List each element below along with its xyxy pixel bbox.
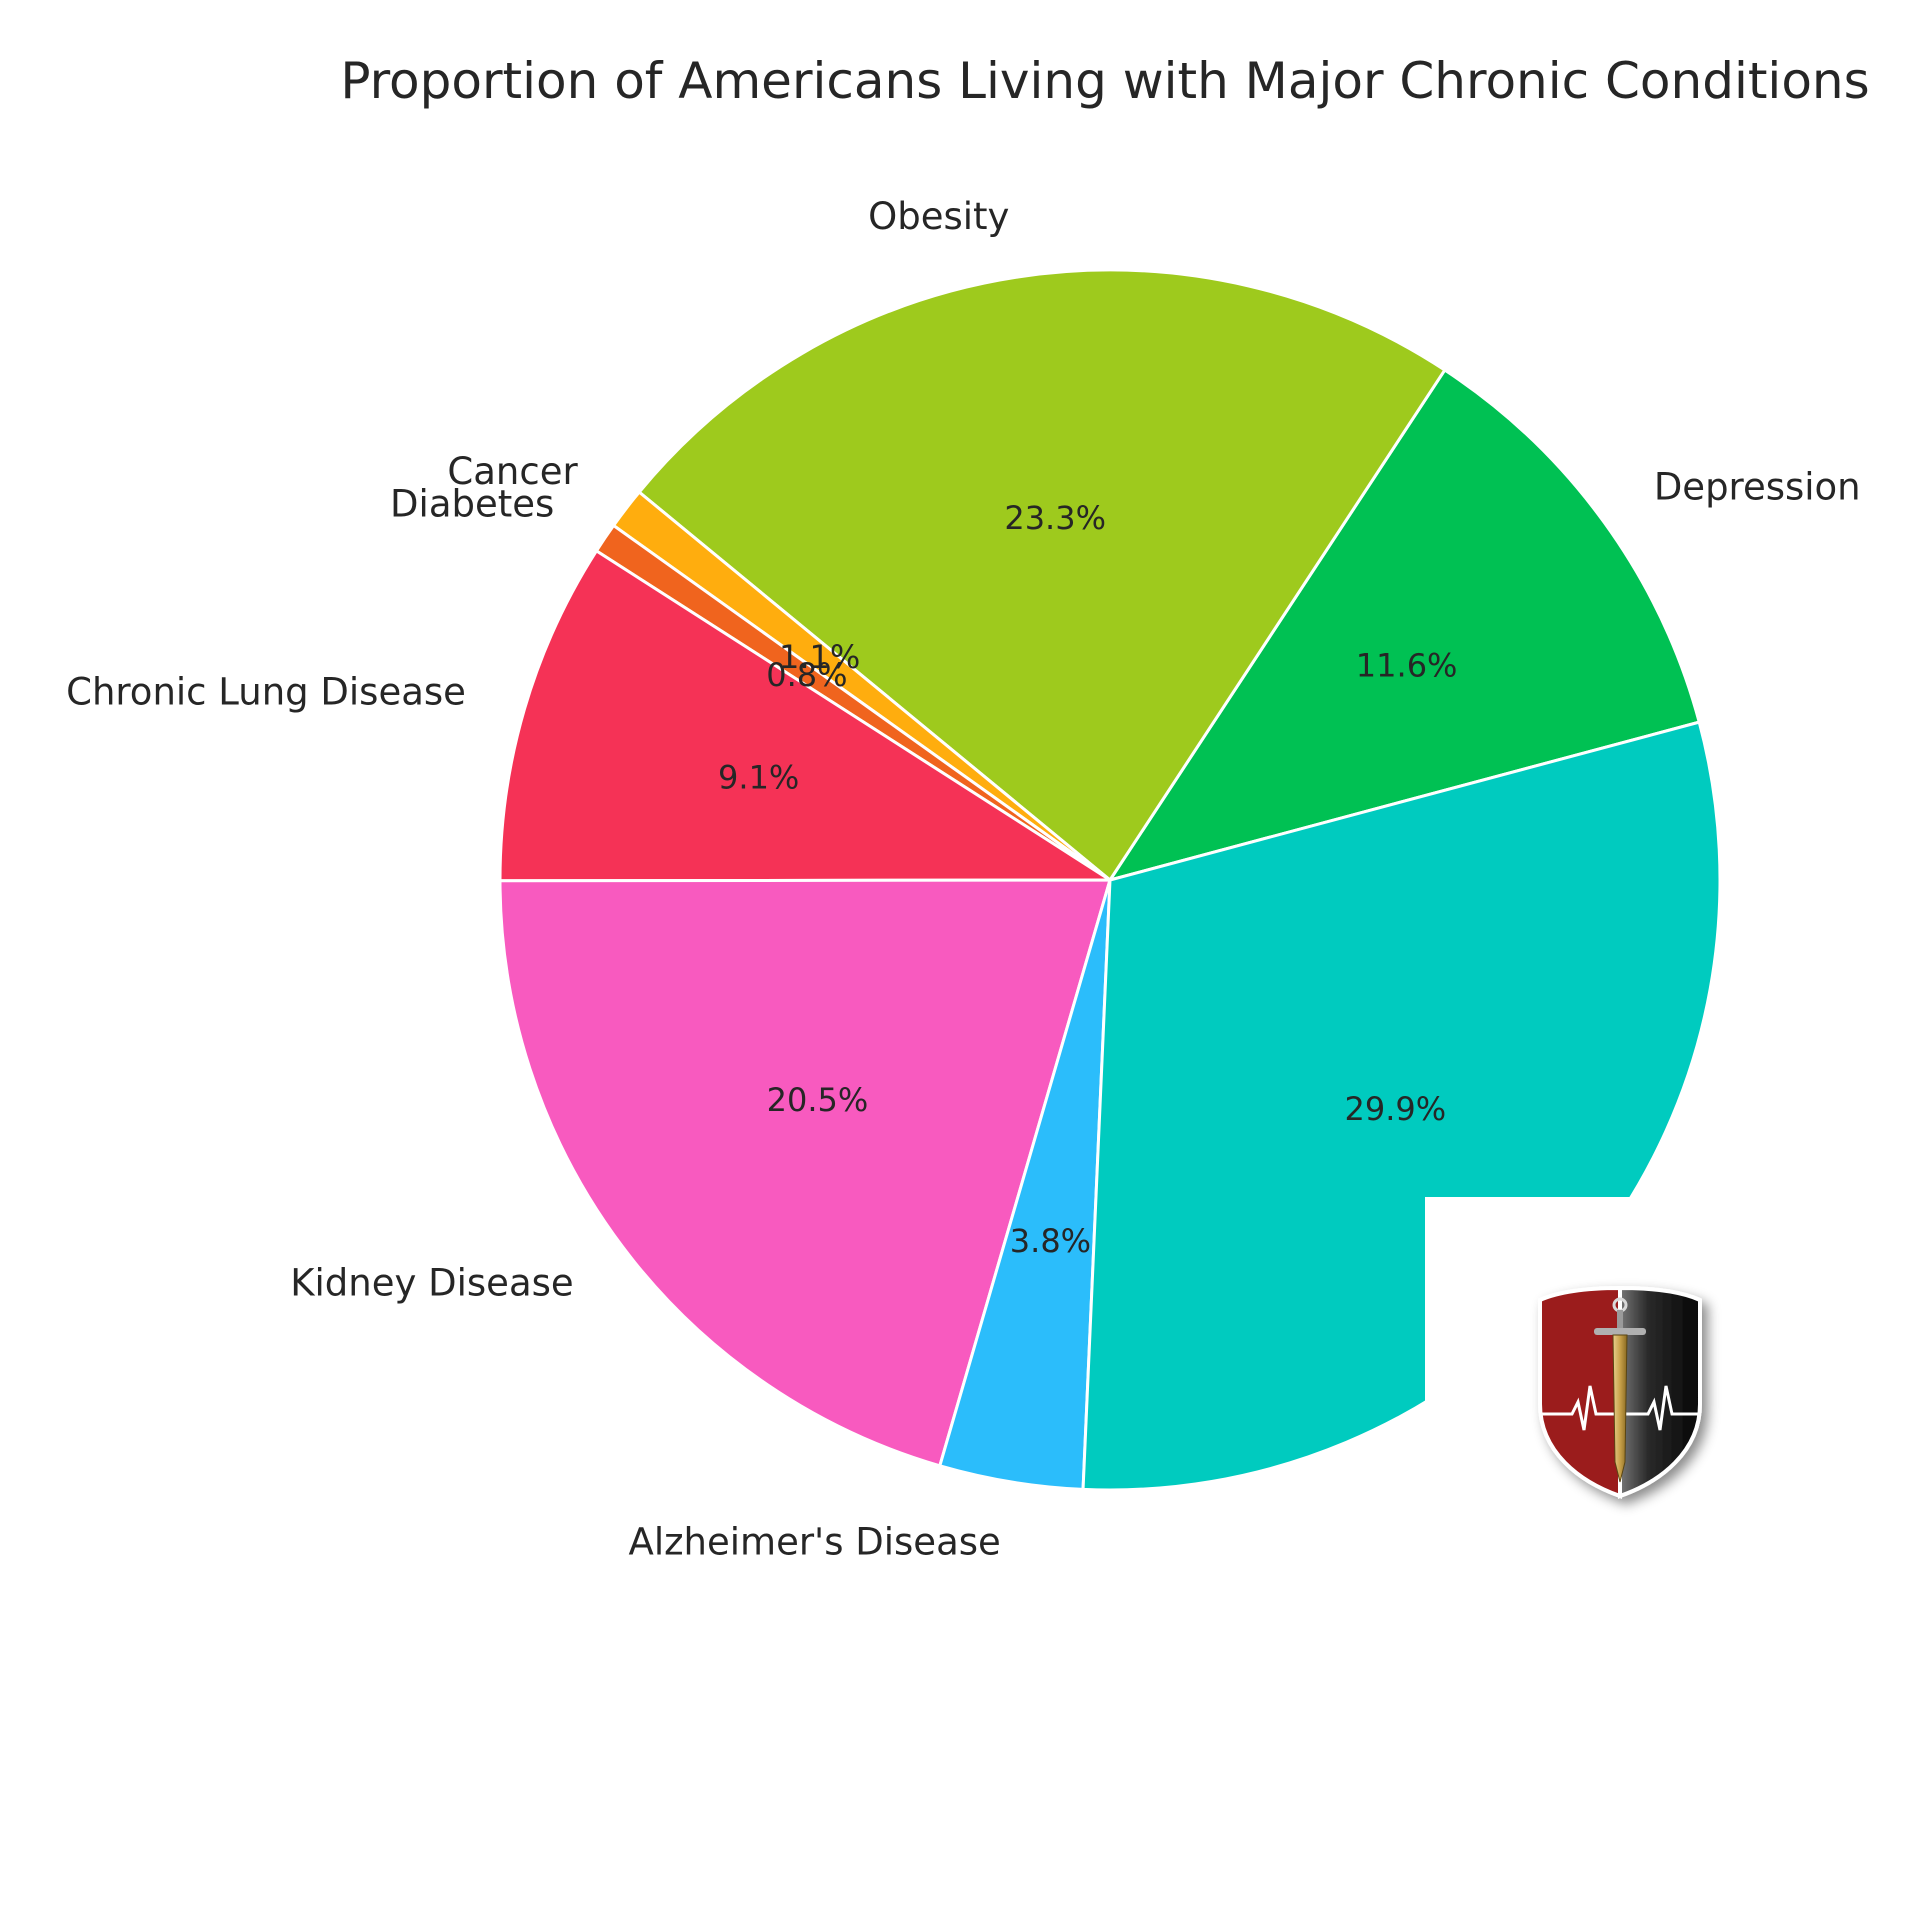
category-label-obesity: Obesity [868,195,1009,238]
percentage-labels: 11.6% 23.3% 1.1%0.8% 9.1% 20.5% 3.8% 29.9% [718,499,1457,1260]
pct-label-diabetes: 0.8% [766,656,847,694]
category-label-cancer: Cancer [447,450,578,493]
chart-title: Proportion of Americans Living with Majo… [340,52,1869,110]
pie-slices [498,268,1722,1492]
pct-label-alzheimer-s-disease: 3.8% [1010,1222,1091,1260]
category-label-alzheimer-s-disease: Alzheimer's Disease [629,1521,1001,1564]
category-label-depression: Depression [1654,465,1861,508]
pct-label-chronic-lung-disease: 9.1% [718,758,799,796]
category-label-kidney-disease: Kidney Disease [290,1262,573,1305]
pie-slice-obesity [637,268,1447,883]
shield-dagger-heartbeat-logo [1538,1285,1702,1499]
pct-label-heart-disease: 29.9% [1345,1090,1447,1128]
category-label-diabetes: Diabetes [390,482,554,525]
category-label-chronic-lung-disease: Chronic Lung Disease [66,670,466,713]
pie-slice-chronic-lung-disease [498,548,1116,883]
dagger-icon [1594,1297,1646,1483]
pie-slice-kidney-disease [498,878,1112,1468]
pct-label-cancer: 1.1% [779,638,860,676]
pie-slice-depression [1106,367,1702,883]
pct-label-obesity: 23.3% [1004,499,1106,537]
pct-label-depression: 11.6% [1356,647,1458,685]
pct-label-kidney-disease: 20.5% [767,1081,869,1119]
